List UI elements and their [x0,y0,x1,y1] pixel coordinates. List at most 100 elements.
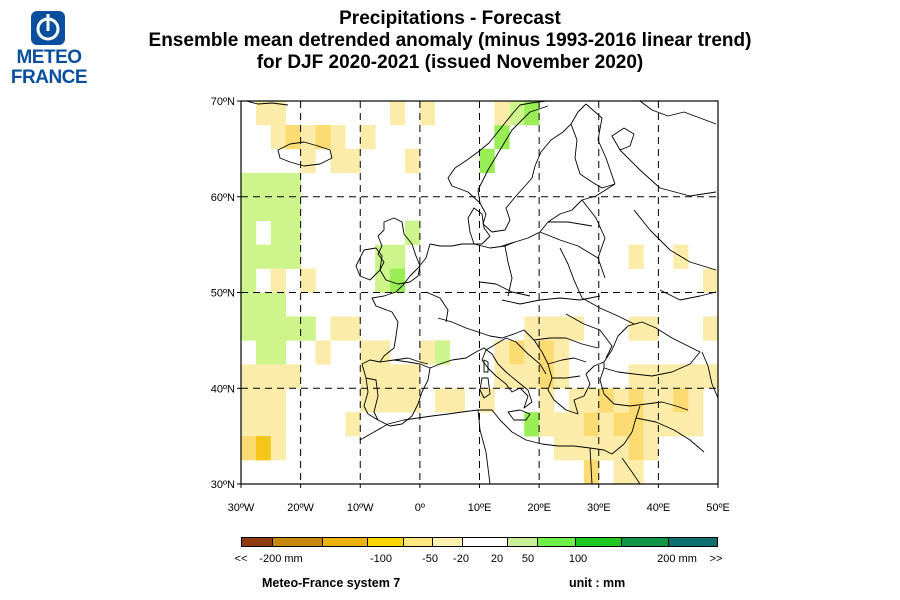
anomaly-cell [241,220,257,245]
border-finland-russia [585,103,616,185]
anomaly-cell [554,316,570,341]
anomaly-cell [390,244,406,269]
anomaly-cell [598,388,614,413]
anomaly-cell [554,412,570,437]
anomaly-cell [509,340,525,365]
anomaly-cells [241,101,718,484]
anomaly-cell [390,388,406,413]
anomaly-cell [524,364,540,389]
anomaly-cell [688,364,704,389]
anomaly-cell [404,388,421,413]
coastline-red-sea [621,457,641,484]
anomaly-cell [524,316,540,341]
border-czech [479,281,531,297]
anomaly-cell [390,101,406,126]
anomaly-cell [643,436,659,461]
anomaly-cell [330,124,346,150]
anomaly-cell [270,388,287,413]
anomaly-cell [360,124,376,150]
lon-label: 40ºE [647,502,671,514]
anomaly-cell [285,124,301,150]
anomaly-cell [688,388,704,413]
anomaly-cell [643,412,659,437]
anomaly-cell [285,196,301,221]
anomaly-cell [628,388,644,413]
border-balkans-2 [547,357,587,365]
anomaly-cell [613,460,629,484]
anomaly-cell [598,436,614,461]
anomaly-cell [703,268,718,293]
anomaly-cell [583,388,600,413]
anomaly-cell [613,412,629,437]
title-line-2: Ensemble mean detrended anomaly (minus 1… [148,30,752,51]
coastline-great-britain [377,217,421,285]
border-central-europe [501,295,601,305]
coastline-france-med [429,351,477,369]
anomaly-cell [494,340,510,365]
anomaly-cell [270,268,287,293]
anomaly-cell [270,292,287,317]
colorbar-segment [574,538,621,546]
coastline-italy [475,337,547,409]
border-russia-1 [619,149,717,197]
anomaly-cell [673,364,689,389]
lat-label: 50ºN [211,288,235,300]
anomaly-cell [345,316,361,341]
lon-label: 30ºW [228,502,255,514]
coastline-denmark [467,207,491,245]
anomaly-cell [375,388,391,413]
lon-label: 20ºW [287,502,314,514]
coastline-baltics [501,183,616,247]
anomaly-cell [270,316,287,341]
coastline-white-sea [611,127,635,151]
anomaly-cell [241,292,257,317]
coastline-caspian [701,351,718,399]
anomaly-cell [658,364,674,389]
coastline-finland [570,123,616,189]
anomaly-cell [658,388,674,413]
colorbar-segment [668,538,718,546]
anomaly-cell [554,436,570,461]
anomaly-cell [270,244,287,269]
anomaly-cell [255,364,272,389]
anomaly-cell [539,388,555,413]
anomaly-cell [628,412,644,437]
model-name: Meteo-France system 7 [262,576,401,590]
colorbar-label: 200 mm [657,553,697,565]
border-lithuania-belarus [539,231,599,259]
colorbar-segment [402,538,432,546]
border-norway-sweden [477,105,549,204]
anomaly-cell [539,364,555,389]
anomaly-cell [270,196,287,221]
border-libya-egypt [589,447,593,484]
colorbar-segment [321,538,367,546]
border-france-germany [425,291,449,323]
coastline-iceland [277,141,333,167]
coastline-russia-north [639,101,717,125]
anomaly-cell [315,340,331,365]
anomaly-cell [628,436,644,461]
unit-label: unit : mm [569,576,626,590]
anomaly-cell [703,316,718,341]
anomaly-cell [375,244,391,269]
lon-label: 10ºW [347,502,374,514]
anomaly-cell [241,388,257,413]
anomaly-cell [270,364,287,389]
anomaly-cell [464,101,480,102]
anomaly-cell [345,412,361,437]
coastline-sweden-baltic [467,123,572,233]
lon-label: 20ºE [527,502,551,514]
coastline-north-sea-baltic [429,241,516,249]
anomaly-cell [673,412,689,437]
lat-label: 40ºN [211,383,235,395]
anomaly-cell [509,364,525,389]
anomaly-cell [241,364,257,389]
colorbar-label: 50 [521,553,535,565]
anomaly-cell [330,101,346,102]
anomaly-cell [524,412,540,437]
anomaly-cell [270,220,287,245]
anomaly-cell [479,101,495,102]
lat-label: 30ºN [211,479,235,491]
longitude-labels: 30ºW 20ºW 10ºW 0º 10ºE 20ºE 30ºE 40ºE 50ºE [228,502,730,514]
anomaly-cell [479,388,495,413]
